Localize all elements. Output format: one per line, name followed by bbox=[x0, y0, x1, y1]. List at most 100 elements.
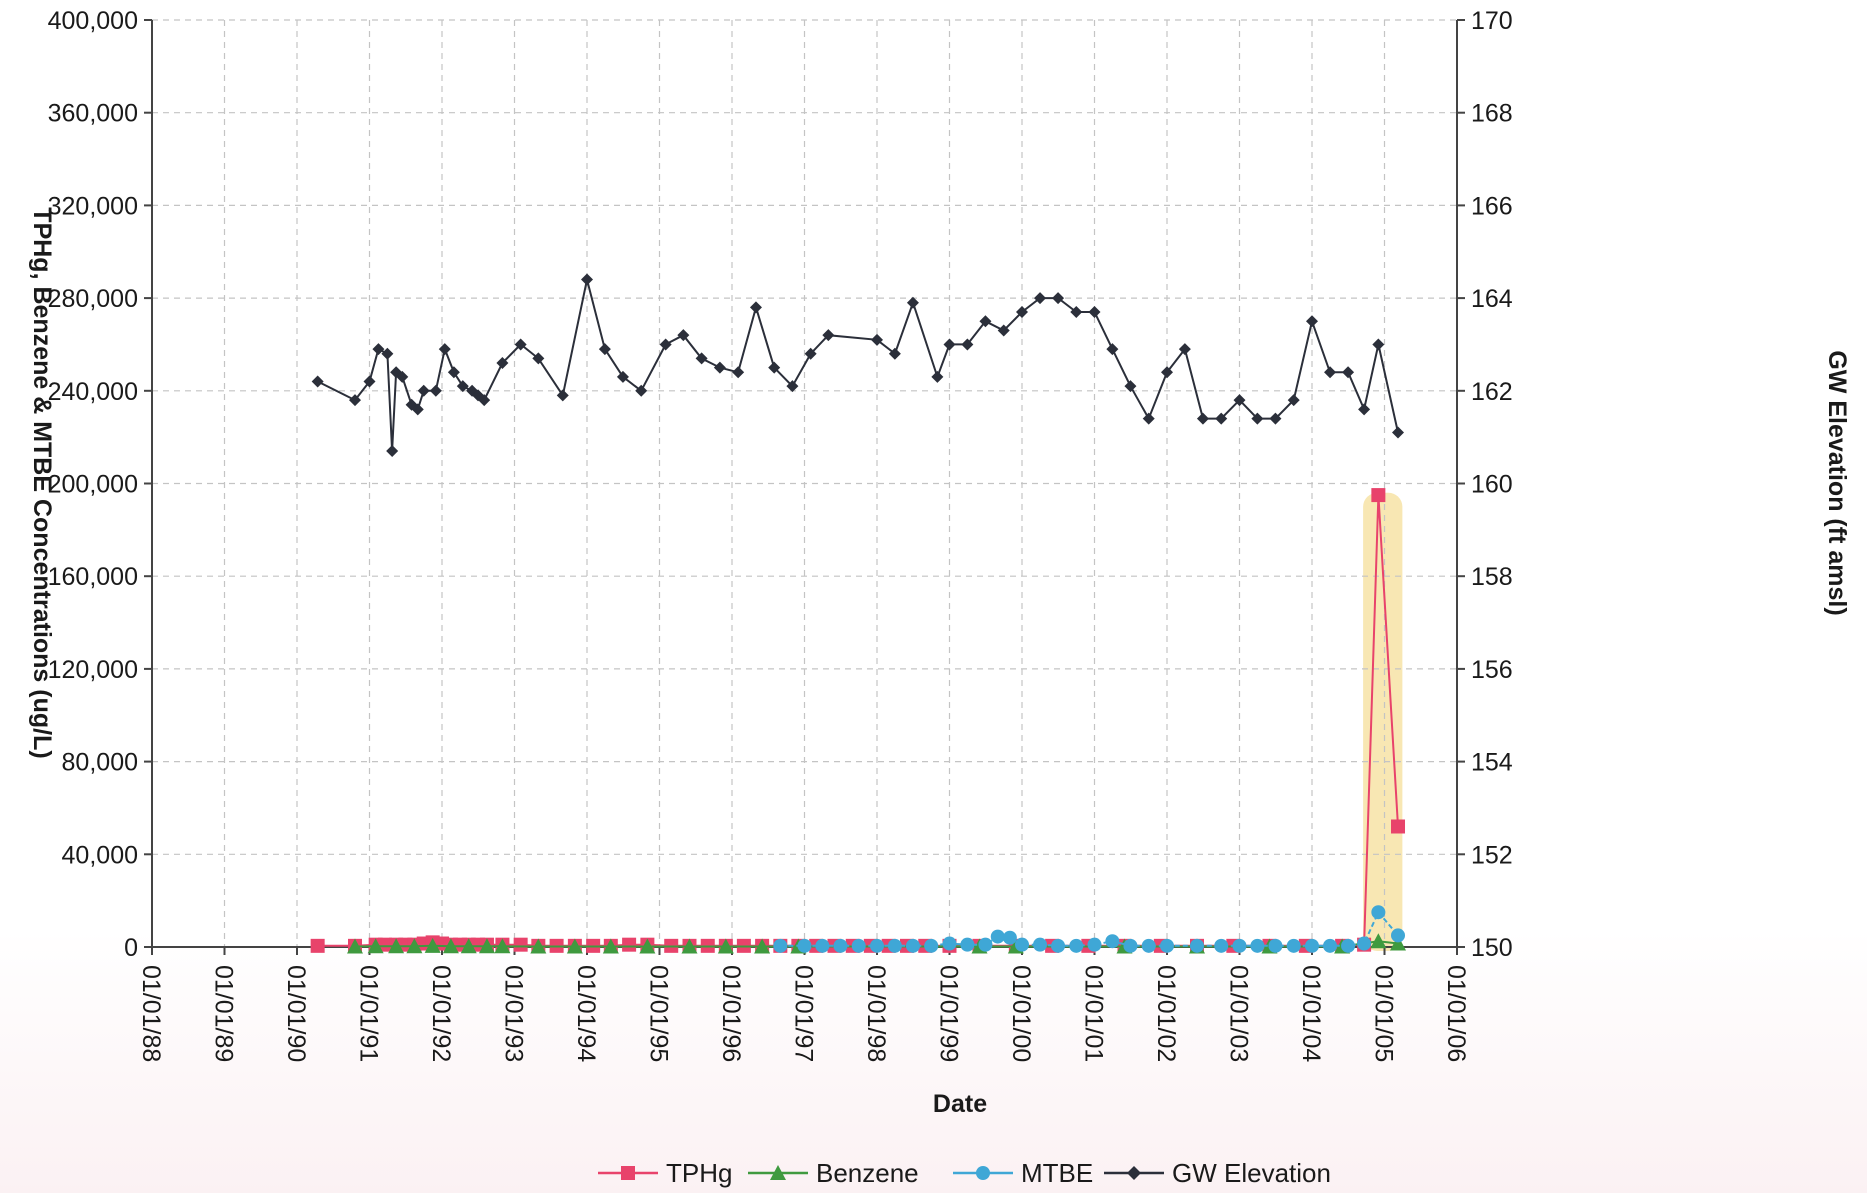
legend-item-mtbe: MTBE bbox=[953, 1158, 1093, 1188]
data-point-mtbe bbox=[1268, 938, 1283, 953]
data-point-mtbe bbox=[1357, 936, 1372, 951]
data-point-gw-elevation bbox=[786, 380, 799, 393]
y-left-tick-label: 240,000 bbox=[48, 378, 138, 406]
y-right-tick-label: 156 bbox=[1471, 656, 1513, 684]
data-point-gw-elevation bbox=[349, 394, 361, 407]
series-layer bbox=[310, 273, 1407, 954]
data-point-gw-elevation bbox=[1251, 412, 1264, 425]
data-point-tphg bbox=[513, 937, 528, 952]
data-point-benzene bbox=[1390, 935, 1407, 951]
data-point-mtbe bbox=[1341, 938, 1356, 953]
data-point-benzene bbox=[639, 938, 656, 954]
legend-swatch-marker bbox=[976, 1166, 990, 1180]
legend-label: GW Elevation bbox=[1172, 1158, 1331, 1188]
data-point-mtbe bbox=[960, 937, 975, 952]
data-point-gw-elevation bbox=[943, 338, 956, 351]
data-point-mtbe bbox=[1015, 937, 1029, 952]
data-point-benzene bbox=[367, 938, 384, 954]
data-point-gw-elevation bbox=[659, 338, 672, 351]
y-right-tick-label: 164 bbox=[1471, 285, 1513, 313]
y-left-tick-label: 360,000 bbox=[48, 100, 138, 128]
data-point-tphg bbox=[310, 938, 325, 953]
y-right-tick-label: 154 bbox=[1471, 749, 1513, 777]
y-left-tick-label: 200,000 bbox=[48, 471, 138, 499]
data-point-mtbe bbox=[1391, 928, 1406, 943]
x-tick-label: 01/01/88 bbox=[137, 965, 165, 1062]
data-point-mtbe bbox=[1105, 934, 1120, 949]
x-tick-label: 01/01/97 bbox=[790, 965, 818, 1062]
data-point-gw-elevation bbox=[1106, 343, 1119, 356]
data-point-gw-elevation bbox=[438, 343, 451, 356]
data-point-gw-elevation bbox=[979, 315, 992, 328]
data-point-benzene bbox=[681, 938, 698, 954]
grid-layer bbox=[152, 19, 1458, 947]
data-point-benzene bbox=[717, 938, 734, 954]
data-point-gw-elevation bbox=[311, 375, 324, 388]
data-point-mtbe bbox=[978, 937, 993, 952]
legend-label: MTBE bbox=[1021, 1158, 1093, 1188]
legend-label: Benzene bbox=[816, 1158, 919, 1188]
data-point-gw-elevation bbox=[1358, 403, 1371, 416]
legend-item-gw-elevation: GW Elevation bbox=[1104, 1158, 1331, 1188]
data-point-mtbe bbox=[942, 936, 957, 951]
data-point-benzene bbox=[460, 938, 477, 954]
x-axis-title: Date bbox=[933, 1090, 987, 1118]
data-point-gw-elevation bbox=[713, 361, 726, 374]
x-tick-label: 01/01/04 bbox=[1297, 965, 1325, 1062]
x-tick-label: 01/01/95 bbox=[645, 965, 673, 1062]
data-point-mtbe bbox=[1051, 938, 1066, 953]
data-point-gw-elevation bbox=[1215, 412, 1228, 425]
x-tick-label: 01/01/98 bbox=[862, 965, 890, 1062]
data-point-gw-elevation bbox=[496, 356, 509, 369]
data-point-gw-elevation bbox=[871, 333, 883, 346]
data-point-gw-elevation bbox=[1269, 412, 1282, 425]
data-point-gw-elevation bbox=[635, 384, 648, 397]
data-point-benzene bbox=[754, 938, 771, 954]
data-point-gw-elevation bbox=[1088, 306, 1101, 319]
legend: TPHg Benzene MTBE GW Elevation bbox=[598, 1158, 1331, 1188]
y-left-tick-label: 0 bbox=[124, 934, 138, 962]
data-point-mtbe bbox=[887, 938, 902, 953]
data-point-gw-elevation bbox=[1016, 306, 1028, 319]
data-point-benzene bbox=[602, 938, 619, 954]
series-mtbe bbox=[773, 905, 1406, 953]
legend-item-benzene: Benzene bbox=[748, 1158, 919, 1188]
data-point-gw-elevation bbox=[888, 347, 901, 360]
x-tick-label: 01/01/96 bbox=[717, 965, 745, 1062]
data-point-mtbe bbox=[1189, 938, 1204, 953]
data-point-gw-elevation bbox=[581, 273, 593, 286]
data-point-mtbe bbox=[1286, 938, 1301, 953]
x-tick-label: 01/01/02 bbox=[1152, 965, 1180, 1062]
data-point-benzene bbox=[566, 938, 583, 954]
x-tick-label: 01/01/06 bbox=[1442, 965, 1470, 1062]
x-tick-label: 01/01/91 bbox=[355, 965, 383, 1062]
x-tick-label: 01/01/93 bbox=[500, 965, 528, 1062]
data-point-gw-elevation bbox=[732, 366, 745, 379]
data-point-gw-elevation bbox=[768, 361, 781, 374]
x-tick-label: 01/01/90 bbox=[282, 965, 310, 1062]
y-left-tick-label: 400,000 bbox=[48, 7, 138, 35]
data-point-mtbe bbox=[1232, 938, 1247, 953]
data-point-benzene bbox=[494, 938, 511, 954]
data-point-mtbe bbox=[1087, 937, 1102, 952]
y-right-tick-label: 162 bbox=[1471, 378, 1513, 406]
data-point-mtbe bbox=[1123, 938, 1138, 953]
data-point-mtbe bbox=[797, 938, 812, 953]
data-point-gw-elevation bbox=[556, 389, 569, 402]
data-point-tphg bbox=[1391, 819, 1406, 834]
data-point-gw-elevation bbox=[1372, 338, 1385, 351]
legend-swatch-marker bbox=[621, 1166, 635, 1180]
data-point-gw-elevation bbox=[411, 403, 424, 416]
data-point-tphg bbox=[377, 937, 392, 952]
data-point-gw-elevation bbox=[1124, 380, 1137, 393]
data-point-gw-elevation bbox=[1306, 315, 1318, 328]
data-point-gw-elevation bbox=[616, 370, 629, 383]
data-point-gw-elevation bbox=[1034, 292, 1047, 305]
data-point-mtbe bbox=[1160, 938, 1174, 953]
legend-swatch-marker bbox=[770, 1165, 786, 1180]
data-point-gw-elevation bbox=[478, 394, 491, 407]
data-point-mtbe bbox=[990, 929, 1005, 944]
data-point-mtbe bbox=[1371, 905, 1386, 920]
data-point-gw-elevation bbox=[677, 329, 690, 342]
